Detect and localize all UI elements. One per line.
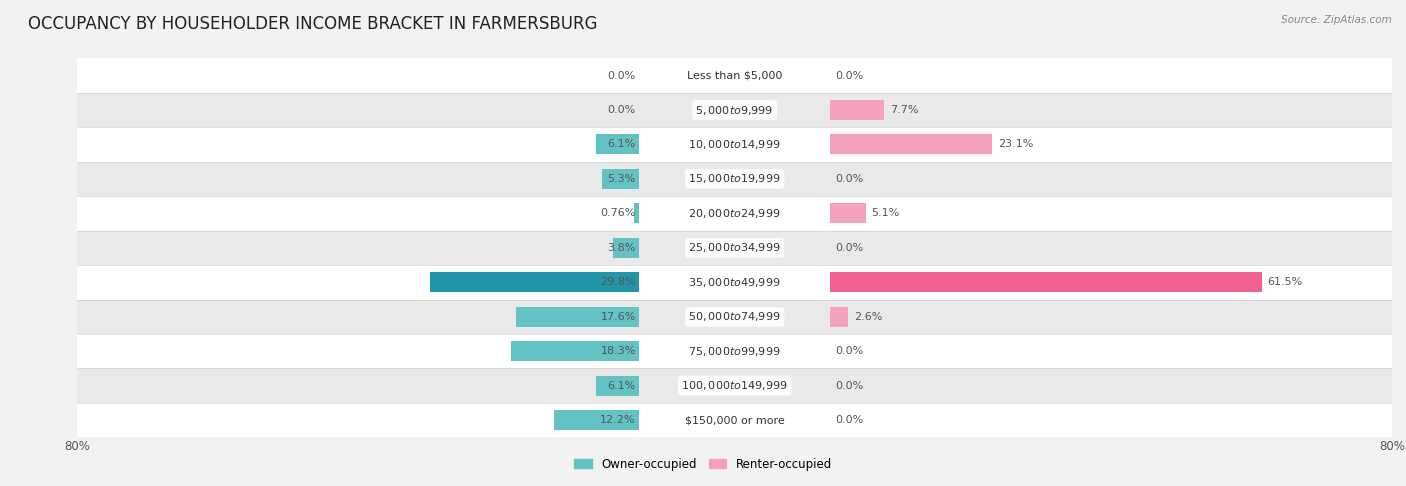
Text: 3.8%: 3.8% <box>607 243 636 253</box>
Text: 6.1%: 6.1% <box>607 381 636 391</box>
Bar <box>554 410 640 430</box>
Bar <box>830 403 1392 437</box>
Bar <box>830 127 1392 162</box>
Bar <box>596 376 640 396</box>
Bar <box>830 368 1392 403</box>
Bar <box>830 204 866 224</box>
Bar <box>510 341 640 361</box>
Text: 29.8%: 29.8% <box>600 278 636 287</box>
Bar <box>640 368 830 403</box>
Bar <box>640 299 830 334</box>
Bar <box>602 169 640 189</box>
Text: $100,000 to $149,999: $100,000 to $149,999 <box>682 379 787 392</box>
Text: $25,000 to $34,999: $25,000 to $34,999 <box>689 242 780 254</box>
Bar <box>613 238 640 258</box>
Text: $5,000 to $9,999: $5,000 to $9,999 <box>696 104 773 117</box>
Text: 18.3%: 18.3% <box>600 346 636 356</box>
Text: Less than $5,000: Less than $5,000 <box>688 70 782 81</box>
Bar <box>77 196 640 231</box>
Bar <box>77 299 640 334</box>
Text: 5.1%: 5.1% <box>872 208 900 218</box>
Text: $10,000 to $14,999: $10,000 to $14,999 <box>689 138 780 151</box>
Bar <box>830 196 1392 231</box>
Bar <box>830 272 1263 292</box>
Bar <box>640 196 830 231</box>
Text: OCCUPANCY BY HOUSEHOLDER INCOME BRACKET IN FARMERSBURG: OCCUPANCY BY HOUSEHOLDER INCOME BRACKET … <box>28 15 598 33</box>
Bar <box>640 334 830 368</box>
Bar <box>640 58 830 93</box>
Bar <box>640 162 830 196</box>
Bar <box>830 334 1392 368</box>
Bar <box>640 231 830 265</box>
Text: 0.0%: 0.0% <box>835 346 863 356</box>
Text: 6.1%: 6.1% <box>607 139 636 150</box>
Text: 12.2%: 12.2% <box>600 415 636 425</box>
Bar <box>830 162 1392 196</box>
Bar <box>830 58 1392 93</box>
Text: 0.76%: 0.76% <box>600 208 636 218</box>
Bar <box>830 307 848 327</box>
Text: 23.1%: 23.1% <box>998 139 1033 150</box>
Bar <box>634 204 640 224</box>
Bar <box>77 93 640 127</box>
Text: 17.6%: 17.6% <box>600 312 636 322</box>
Bar <box>77 265 640 299</box>
Text: 0.0%: 0.0% <box>607 105 636 115</box>
Text: 5.3%: 5.3% <box>607 174 636 184</box>
Bar <box>77 231 640 265</box>
Text: 0.0%: 0.0% <box>607 70 636 81</box>
Text: $150,000 or more: $150,000 or more <box>685 415 785 425</box>
Text: 0.0%: 0.0% <box>835 381 863 391</box>
Text: 0.0%: 0.0% <box>835 174 863 184</box>
Text: 61.5%: 61.5% <box>1268 278 1303 287</box>
Bar <box>830 299 1392 334</box>
Text: 0.0%: 0.0% <box>835 243 863 253</box>
Text: $50,000 to $74,999: $50,000 to $74,999 <box>689 310 780 323</box>
Bar <box>640 403 830 437</box>
Text: $15,000 to $19,999: $15,000 to $19,999 <box>689 173 780 186</box>
Text: $75,000 to $99,999: $75,000 to $99,999 <box>689 345 780 358</box>
Bar <box>596 135 640 155</box>
Text: 2.6%: 2.6% <box>853 312 882 322</box>
Bar <box>830 100 884 120</box>
Text: $35,000 to $49,999: $35,000 to $49,999 <box>689 276 780 289</box>
Text: 7.7%: 7.7% <box>890 105 918 115</box>
Bar <box>77 403 640 437</box>
Bar <box>77 58 640 93</box>
Bar <box>640 265 830 299</box>
Bar <box>77 162 640 196</box>
Bar <box>640 127 830 162</box>
Text: 0.0%: 0.0% <box>835 415 863 425</box>
Bar <box>830 231 1392 265</box>
Text: 0.0%: 0.0% <box>835 70 863 81</box>
Text: Source: ZipAtlas.com: Source: ZipAtlas.com <box>1281 15 1392 25</box>
Bar <box>516 307 640 327</box>
Bar <box>77 127 640 162</box>
Bar <box>830 135 993 155</box>
Bar <box>830 265 1392 299</box>
Text: $20,000 to $24,999: $20,000 to $24,999 <box>689 207 780 220</box>
Bar <box>640 93 830 127</box>
Bar <box>830 93 1392 127</box>
Legend: Owner-occupied, Renter-occupied: Owner-occupied, Renter-occupied <box>569 453 837 475</box>
Bar <box>77 334 640 368</box>
Bar <box>430 272 640 292</box>
Bar <box>77 368 640 403</box>
